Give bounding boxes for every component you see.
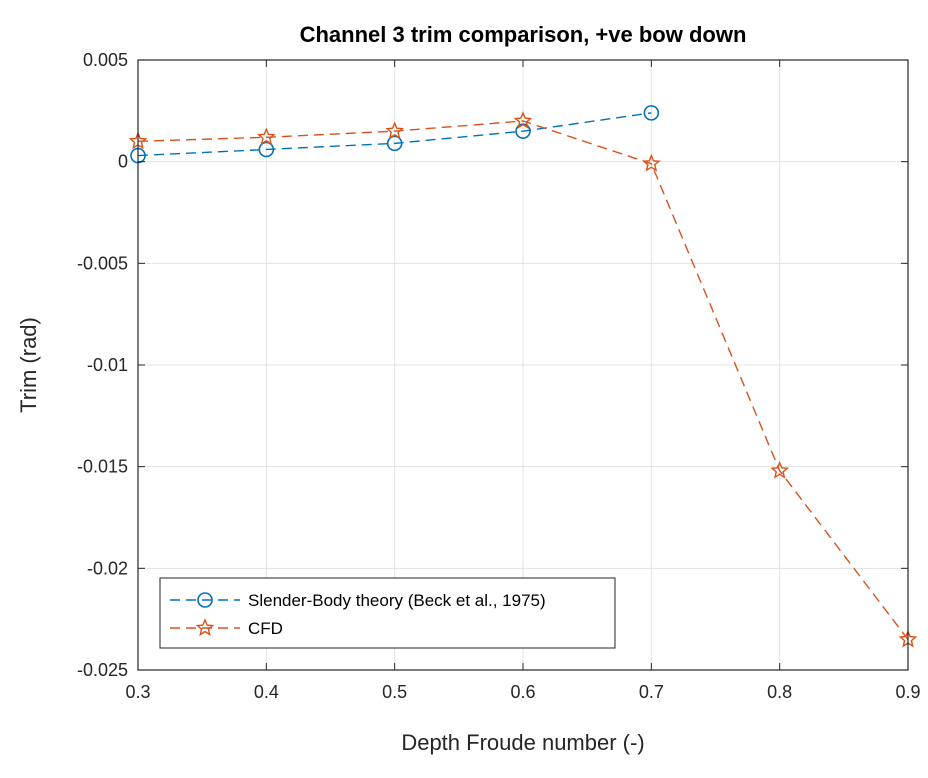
y-tick-label: -0.015 <box>77 457 128 477</box>
data-point-slender-body <box>643 105 660 121</box>
y-tick-label: -0.02 <box>87 558 128 578</box>
data-point-slender-body <box>258 141 275 158</box>
legend-marker-cfd <box>195 618 215 636</box>
x-tick-label: 0.4 <box>254 682 279 702</box>
data-point-cfd <box>385 121 405 140</box>
legend-marker-slender-body <box>197 592 213 608</box>
x-tick-label: 0.8 <box>767 682 792 702</box>
x-tick-label: 0.7 <box>639 682 664 702</box>
y-axis-label: Trim (rad) <box>16 317 41 413</box>
y-tick-label: -0.01 <box>87 355 128 375</box>
legend-label-cfd: CFD <box>248 619 283 638</box>
data-point-slender-body <box>386 135 403 152</box>
data-point-cfd <box>770 460 790 479</box>
axis-ticks: 0.3 0.4 0.5 0.6 0.7 0.8 0.9 0.005 0 -0.005 -0.01 -0… <box>77 50 921 702</box>
grid-lines <box>138 60 908 670</box>
y-tick-label: 0.005 <box>83 50 128 70</box>
y-tick-label: -0.005 <box>77 253 128 273</box>
legend: Slender-Body theory (Beck et al., 1975) … <box>159 577 616 649</box>
data-point-cfd <box>641 153 661 172</box>
data-point-cfd <box>256 127 276 146</box>
x-tick-label: 0.3 <box>125 682 150 702</box>
data-point-cfd <box>513 111 533 129</box>
series-line-slender-body <box>137 112 652 157</box>
chart-title: Channel 3 trim comparison, +ve bow down <box>300 22 747 47</box>
x-axis-label: Depth Froude number (-) <box>401 730 644 755</box>
y-tick-label: -0.025 <box>77 660 128 680</box>
legend-box <box>159 577 616 649</box>
legend-label-slender-body: Slender-Body theory (Beck et al., 1975) <box>248 591 546 610</box>
series-line-cfd <box>137 120 909 640</box>
series-layer <box>128 105 918 648</box>
x-tick-label: 0.5 <box>382 682 407 702</box>
x-tick-label: 0.6 <box>510 682 535 702</box>
y-tick-label: 0 <box>118 152 128 172</box>
x-tick-label: 0.9 <box>895 682 920 702</box>
